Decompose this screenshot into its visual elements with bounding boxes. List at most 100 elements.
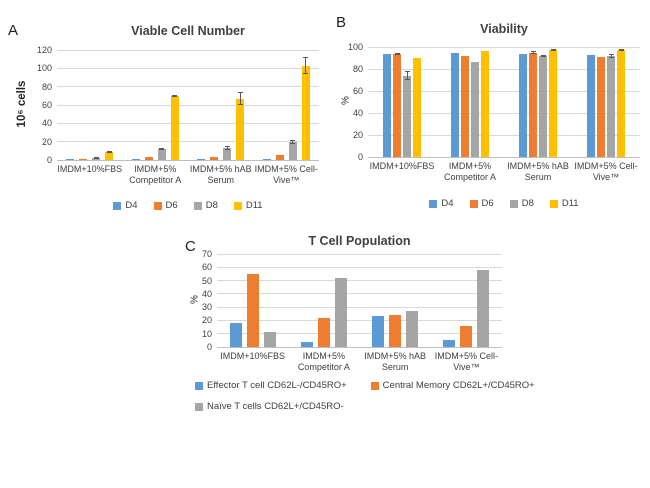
x-axis-line <box>368 156 640 158</box>
legend-label: D4 <box>441 198 454 209</box>
gridline <box>368 68 640 70</box>
legend-item: D4 <box>429 198 454 209</box>
legend-swatch-icon <box>429 199 438 208</box>
bar-d8-g3 <box>223 148 232 160</box>
error-bar-cap <box>608 53 614 55</box>
y-tick-label: 40 <box>41 118 52 129</box>
legend-swatch-icon <box>469 199 478 208</box>
error-bar <box>620 49 622 52</box>
legend-item: D8 <box>509 198 534 209</box>
legend-item: Effector T cell CD62L-/CD45RO+ <box>195 380 347 391</box>
gridline <box>57 122 319 124</box>
gridline <box>368 112 640 114</box>
error-bar-cap <box>540 54 546 56</box>
y-tick-label: 60 <box>352 86 363 96</box>
y-tick-label: 60 <box>41 100 52 110</box>
error-bar-cap <box>237 104 243 105</box>
error-bar-cap <box>394 53 400 55</box>
panel-b: B Viability% 0 20 40 60 80 100 IMDM+10%FBS IMDM+… <box>330 14 650 226</box>
error-bar-cap <box>290 142 296 144</box>
error-bar-cap <box>618 50 624 52</box>
legend-label: Effector T cell CD62L-/CD45RO+ <box>207 380 347 391</box>
y-tick-label: 120 <box>36 45 52 55</box>
gridline <box>217 333 502 335</box>
x-category-label: IMDM+5% Cell- Vive™ <box>434 351 498 372</box>
x-axis-line <box>57 159 319 161</box>
x-category-label: IMDM+5% Competitor A <box>443 161 497 182</box>
error-bar-cap <box>540 55 546 57</box>
x-category-label: IMDM+5% hAB Serum <box>189 164 252 185</box>
gridline <box>57 49 319 51</box>
legend-label: Central Memory CD62L+/CD45RO+ <box>382 380 535 391</box>
error-bar <box>610 53 612 58</box>
legend-item: D6 <box>153 200 178 211</box>
legend-swatch-icon <box>153 201 162 210</box>
bar-d11-g1 <box>105 151 114 160</box>
legend-row: Effector T cell CD62L-/CD45RO+ Central Me… <box>195 380 535 391</box>
error-bar-cap <box>303 57 309 59</box>
legend-label: D6 <box>165 200 178 211</box>
bar-d8-g4 <box>288 141 297 160</box>
panel-letter-a: A <box>8 22 19 39</box>
legend-row: Naïve T cells CD62L+/CD45RO- <box>195 401 344 412</box>
legend-label: D8 <box>521 198 534 209</box>
error-bar-cap <box>530 52 536 54</box>
bar-d6-g1 <box>79 158 88 160</box>
error-bar-cap <box>608 57 614 58</box>
error-bar-cap <box>172 95 178 97</box>
error-bar <box>305 57 307 74</box>
bar-d11-g2 <box>481 51 489 157</box>
legend-item: D8 <box>193 200 218 211</box>
legend-row: D4 D6 D8 D11 <box>368 198 640 209</box>
x-category-label: IMDM+5% Cell- Vive™ <box>574 161 638 182</box>
y-tick-label: 0 <box>357 152 363 162</box>
error-bar <box>226 146 228 150</box>
bar-effector-g1 <box>229 323 242 347</box>
bar-d6-g2 <box>144 156 153 160</box>
chart-viable-cell-number: Viable Cell Number 10⁶ cells 0 20 40 60 80 100 1… <box>8 14 330 226</box>
y-tick-label: 80 <box>352 64 363 74</box>
error-bar-cap <box>237 92 243 94</box>
legend-label: D11 <box>245 200 263 211</box>
y-tick-label: 30 <box>201 302 212 313</box>
bar-d4-g4 <box>587 54 595 157</box>
bar-d11-g1 <box>413 58 421 157</box>
y-tick-label: 80 <box>41 81 52 92</box>
bar-d11-g3 <box>236 98 245 160</box>
legend-swatch-icon <box>113 201 122 210</box>
error-bar-cap <box>106 151 112 153</box>
y-tick-label: 20 <box>201 315 212 326</box>
error-bar-cap <box>550 49 556 51</box>
legend-item: D6 <box>469 198 494 209</box>
legend-item: Naïve T cells CD62L+/CD45RO- <box>195 401 344 412</box>
gridline <box>57 86 319 88</box>
bar-central-g2 <box>317 317 330 347</box>
bar-d8-g1 <box>92 157 101 160</box>
bar-d8-g1 <box>403 75 411 157</box>
legend-swatch-icon <box>509 199 518 208</box>
error-bar <box>532 51 534 54</box>
gridline <box>217 280 502 282</box>
bar-naïve-g3 <box>406 311 419 347</box>
gridline <box>57 104 319 106</box>
bar-d8-g4 <box>607 55 615 157</box>
error-bar-cap <box>550 50 556 52</box>
y-tick-label: 0 <box>46 155 52 165</box>
legend-swatch-icon <box>195 402 203 411</box>
x-category-label: IMDM+5% Competitor A <box>297 351 350 372</box>
y-tick-label: 100 <box>36 63 52 74</box>
bar-naïve-g2 <box>334 277 347 347</box>
bar-central-g1 <box>246 273 259 347</box>
legend-item: D11 <box>233 200 263 211</box>
bar-d6-g3 <box>210 156 219 160</box>
bar-d6-g2 <box>461 55 469 157</box>
gridline <box>368 90 640 92</box>
error-bar-cap <box>172 94 178 96</box>
x-category-label: IMDM+5% Competitor A <box>129 164 182 185</box>
y-tick-label: 40 <box>352 108 363 118</box>
panel-letter-c: C <box>185 238 197 255</box>
gridline <box>57 67 319 69</box>
y-tick-label: 20 <box>41 136 52 147</box>
error-bar-cap <box>224 146 230 148</box>
